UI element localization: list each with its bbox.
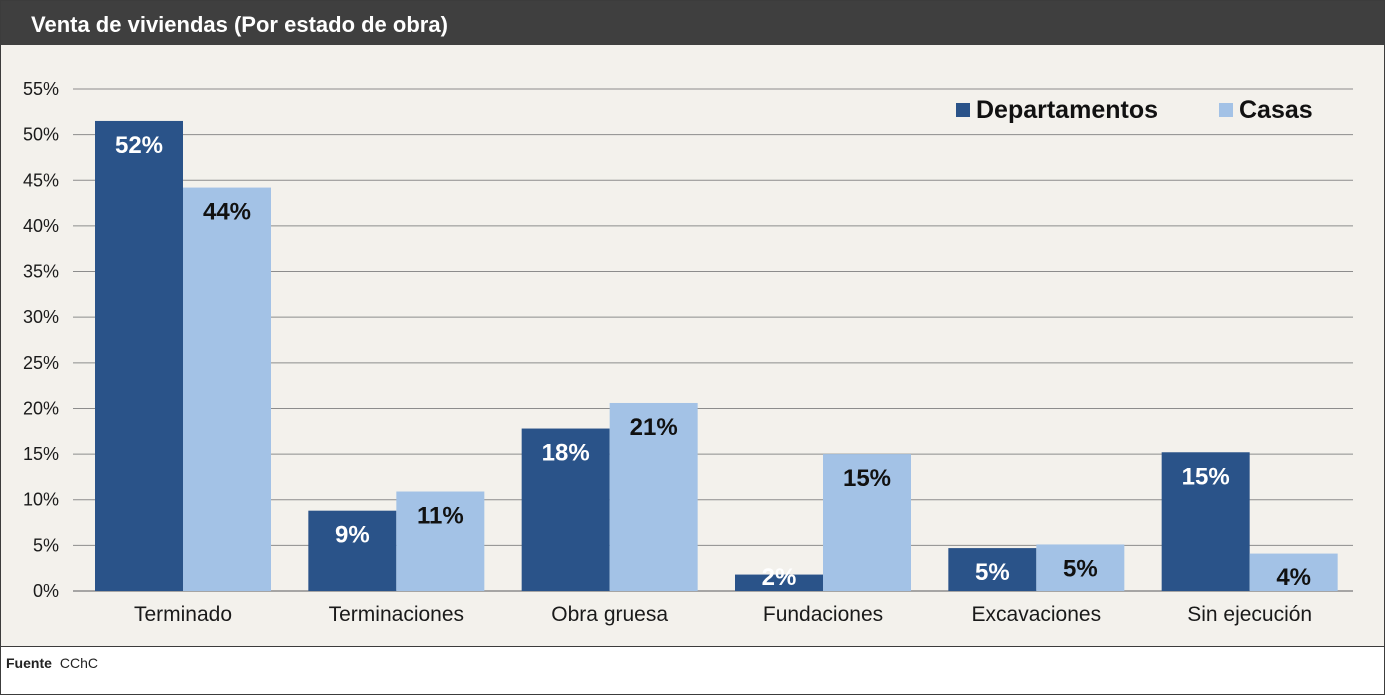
source-note: Fuente CChC bbox=[6, 655, 98, 671]
data-label: 15% bbox=[1182, 463, 1230, 490]
x-tick-label: Obra gruesa bbox=[551, 603, 668, 626]
y-tick-label: 40% bbox=[23, 216, 59, 236]
y-tick-label: 25% bbox=[23, 353, 59, 373]
x-tick-label: Fundaciones bbox=[763, 603, 883, 626]
bar-departamentos-3 bbox=[735, 574, 823, 591]
bar-casas-0 bbox=[183, 187, 271, 592]
data-label: 2% bbox=[762, 564, 797, 591]
x-tick-label: Terminaciones bbox=[329, 603, 464, 626]
bar-casas-3 bbox=[823, 454, 911, 591]
y-tick-label: 50% bbox=[23, 125, 59, 145]
bar-departamentos-5 bbox=[1161, 452, 1250, 591]
y-tick-label: 0% bbox=[33, 581, 59, 601]
bar-departamentos-2 bbox=[521, 428, 610, 591]
bar-departamentos-4 bbox=[948, 548, 1037, 591]
data-label: 5% bbox=[1063, 555, 1098, 582]
bar-casas-5 bbox=[1249, 553, 1338, 591]
legend-label: Casas bbox=[1239, 96, 1313, 124]
y-tick-label: 15% bbox=[23, 444, 59, 464]
chart-title: Venta de viviendas (Por estado de obra) bbox=[31, 12, 448, 37]
data-label: 15% bbox=[843, 465, 891, 492]
title-bar: Venta de viviendas (Por estado de obra) bbox=[1, 1, 1384, 45]
legend-swatch bbox=[1219, 103, 1233, 117]
bar-departamentos-1 bbox=[308, 510, 397, 591]
bar-chart: 0% 5% 10% 15% 20% 25% 30% 35% 40% 45% 50% 55% 52% 44%… bbox=[23, 79, 1353, 626]
y-tick-label: 45% bbox=[23, 170, 59, 190]
y-tick-label: 20% bbox=[23, 398, 59, 418]
y-tick-label: 55% bbox=[23, 79, 59, 99]
x-tick-label: Excavaciones bbox=[972, 603, 1102, 626]
y-tick-label: 5% bbox=[33, 535, 59, 555]
bar-casas-1 bbox=[396, 491, 485, 591]
data-label: 44% bbox=[203, 199, 251, 226]
data-label: 11% bbox=[417, 503, 464, 530]
bar-casas-4 bbox=[1036, 544, 1125, 591]
legend-swatch bbox=[956, 103, 970, 117]
data-label: 4% bbox=[1276, 564, 1311, 591]
legend-label: Departamentos bbox=[976, 96, 1158, 124]
y-tick-label: 35% bbox=[23, 262, 59, 282]
bar-casas-2 bbox=[609, 402, 698, 591]
x-tick-label: Sin ejecución bbox=[1187, 603, 1312, 626]
data-label: 52% bbox=[115, 132, 163, 159]
x-tick-label: Terminado bbox=[134, 603, 232, 626]
source-value: CChC bbox=[59, 655, 99, 671]
bar-departamentos-0 bbox=[95, 120, 183, 591]
data-label: 18% bbox=[542, 440, 590, 467]
data-label: 21% bbox=[630, 414, 678, 441]
data-label: 9% bbox=[335, 522, 370, 549]
plot-area: 0% 5% 10% 15% 20% 25% 30% 35% 40% 45% 50% 55% 52% 44%… bbox=[1, 45, 1384, 647]
y-tick-label: 10% bbox=[23, 490, 59, 510]
data-label: 5% bbox=[975, 559, 1010, 586]
y-tick-label: 30% bbox=[23, 307, 59, 327]
source-label: Fuente bbox=[6, 655, 52, 671]
